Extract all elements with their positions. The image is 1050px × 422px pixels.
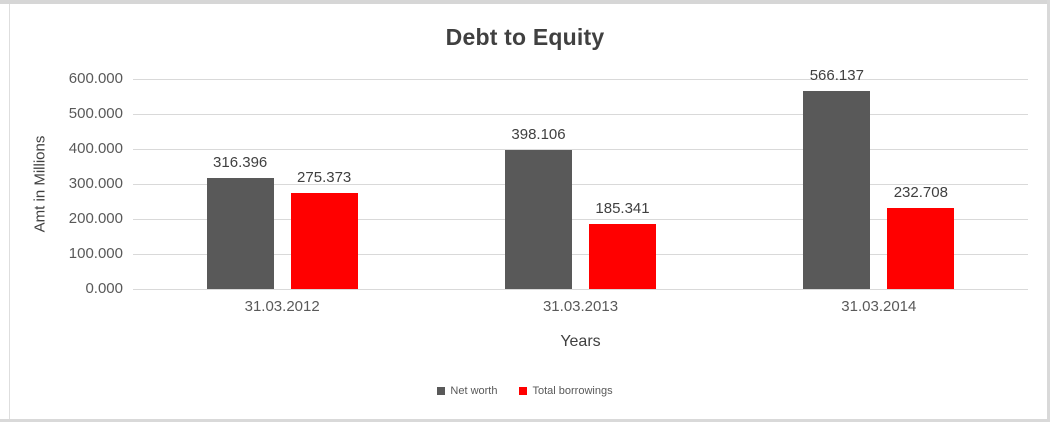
bar-total-borrowings-31-03-2012: [290, 192, 358, 289]
frame-border-bottom: [0, 419, 1050, 422]
bar-total-borrowings-31-03-2014: [887, 207, 955, 289]
gridline-600: [133, 78, 1028, 80]
x-tick-label-31-03-2014: 31.03.2014: [841, 298, 917, 315]
y-tick-label: 0.000: [85, 280, 123, 297]
legend-swatch-icon: [519, 387, 528, 395]
y-tick-label: 200.000: [68, 210, 123, 227]
y-tick-label: 100.000: [68, 245, 123, 262]
legend-label: Net worth: [450, 385, 498, 397]
data-label-total-borrowings-31-03-2014: 232.708: [893, 183, 948, 201]
y-tick-label: 600.000: [68, 70, 123, 87]
chart-title: Debt to Equity: [445, 24, 605, 50]
plot-area: 316.396 398.106 566.137 275.373 185.341 232.7…: [133, 67, 1028, 290]
legend: Net worth Total borrowings: [0, 385, 1050, 397]
data-label-total-borrowings-31-03-2012: 275.373: [297, 168, 352, 186]
legend-swatch-icon: [437, 387, 446, 395]
legend-item-net-worth: Net worth: [437, 385, 497, 397]
legend-item-total-borrowings: Total borrowings: [519, 385, 613, 397]
data-label-net-worth-31-03-2012: 316.396: [213, 154, 268, 172]
x-axis-title: Years: [560, 333, 601, 350]
bar-total-borrowings-31-03-2013: [589, 224, 656, 289]
frame-border-left: [9, 4, 10, 419]
gridline-200: [133, 218, 1028, 220]
bar-net-worth-31-03-2014: [803, 90, 871, 289]
data-label-net-worth-31-03-2014: 566.137: [809, 66, 864, 84]
gridline-300: [133, 183, 1028, 185]
x-tick-label-31-03-2013: 31.03.2013: [542, 298, 619, 315]
gridline-0: [133, 288, 1028, 290]
y-tick-label: 500.000: [68, 105, 123, 122]
bar-net-worth-31-03-2013: [505, 149, 572, 289]
frame-border-right: [1047, 0, 1050, 422]
x-tick-label-31-03-2012: 31.03.2012: [244, 298, 320, 315]
frame-border-top: [0, 0, 1050, 4]
y-tick-label: 300.000: [68, 175, 123, 192]
y-axis-tick-labels: 600.000 500.000 400.000 300.000 200.000 100.0…: [0, 0, 123, 422]
data-label-total-borrowings-31-03-2013: 185.341: [595, 200, 650, 218]
y-tick-label: 400.000: [68, 140, 123, 157]
gridline-400: [133, 148, 1028, 150]
legend-label: Total borrowings: [532, 385, 613, 397]
gridline-100: [133, 253, 1028, 255]
gridline-500: [133, 113, 1028, 115]
data-label-net-worth-31-03-2013: 398.106: [511, 125, 566, 143]
bar-net-worth-31-03-2012: [206, 178, 274, 289]
